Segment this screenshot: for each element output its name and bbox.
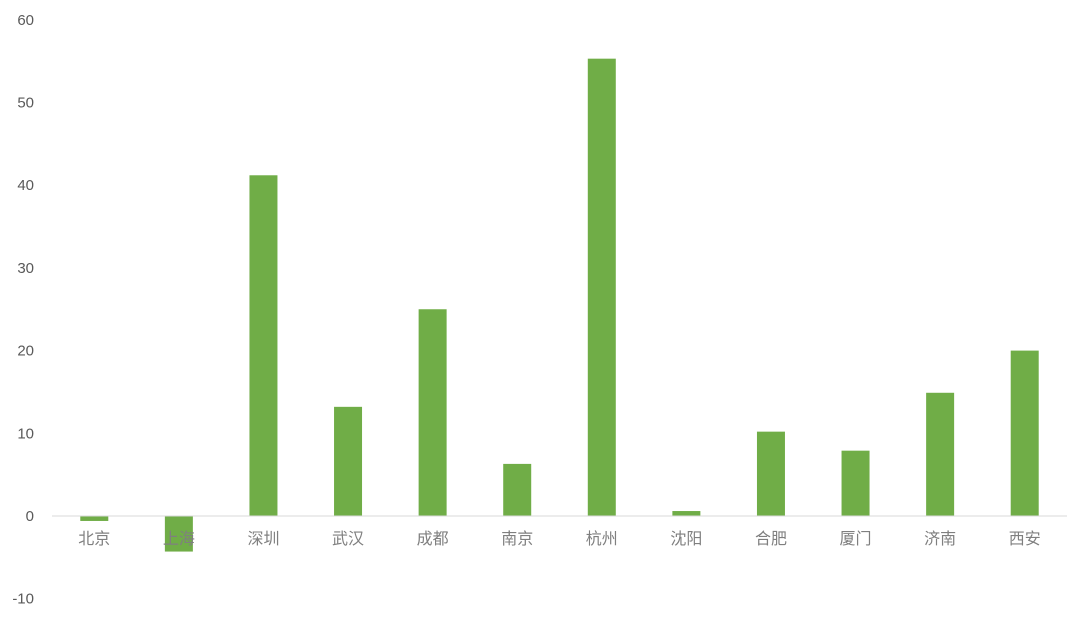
- bar-成都: [418, 309, 447, 516]
- bar-武汉: [334, 406, 363, 516]
- y-tick-label: 50: [17, 95, 34, 112]
- x-tick-label: 北京: [78, 529, 110, 548]
- y-tick-label: 60: [17, 12, 34, 29]
- y-tick-label: 40: [17, 177, 34, 194]
- x-tick-label: 西安: [1009, 529, 1041, 548]
- bar-北京: [80, 516, 109, 521]
- bar-深圳: [249, 175, 278, 516]
- y-tick-label: 30: [17, 260, 34, 277]
- y-tick-label: 0: [26, 508, 34, 525]
- bar-济南: [926, 392, 955, 516]
- bar-沈阳: [672, 511, 701, 516]
- x-tick-label: 杭州: [586, 529, 618, 548]
- y-tick-label: 10: [17, 425, 34, 442]
- x-tick-label: 上海: [163, 529, 195, 548]
- bar-杭州: [587, 58, 616, 516]
- x-tick-label: 沈阳: [670, 529, 702, 548]
- y-tick-label: -10: [12, 591, 34, 608]
- x-tick-label: 合肥: [755, 529, 787, 548]
- y-tick-label: 20: [17, 343, 34, 360]
- x-tick-label: 南京: [501, 529, 533, 548]
- bar-上海: [164, 516, 193, 552]
- x-tick-label: 武汉: [332, 529, 364, 548]
- bar-南京: [503, 463, 532, 516]
- x-tick-label: 深圳: [247, 529, 279, 548]
- bar-西安: [1010, 350, 1039, 516]
- x-tick-label: 厦门: [840, 529, 872, 548]
- x-tick-label: 成都: [417, 529, 449, 548]
- x-tick-label: 济南: [924, 529, 956, 548]
- bar-厦门: [841, 450, 870, 516]
- bar-合肥: [756, 431, 785, 516]
